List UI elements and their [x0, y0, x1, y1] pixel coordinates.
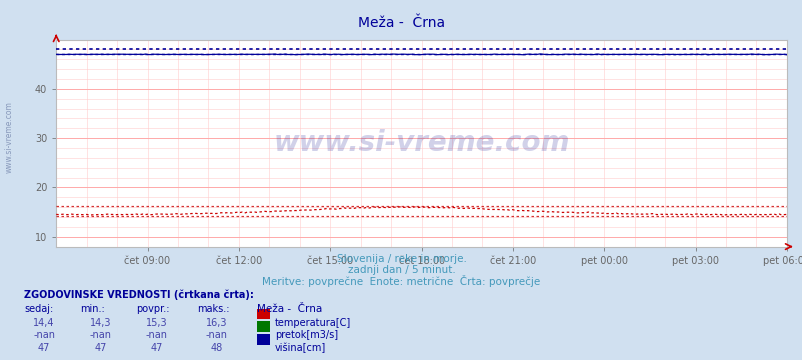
Text: www.si-vreme.com: www.si-vreme.com: [273, 129, 569, 157]
Text: -nan: -nan: [33, 330, 55, 340]
Text: 14,3: 14,3: [90, 318, 111, 328]
Text: 14,4: 14,4: [34, 318, 55, 328]
Text: min.:: min.:: [80, 304, 105, 314]
Text: Meritve: povprečne  Enote: metrične  Črta: povprečje: Meritve: povprečne Enote: metrične Črta:…: [262, 275, 540, 287]
Text: www.si-vreme.com: www.si-vreme.com: [5, 101, 14, 173]
Text: -nan: -nan: [205, 330, 228, 340]
Text: povpr.:: povpr.:: [136, 304, 170, 314]
Text: temperatura[C]: temperatura[C]: [274, 318, 350, 328]
Text: 47: 47: [38, 343, 51, 353]
Text: višina[cm]: višina[cm]: [274, 343, 326, 353]
Text: zadnji dan / 5 minut.: zadnji dan / 5 minut.: [347, 265, 455, 275]
Text: Slovenija / reke in morje.: Slovenija / reke in morje.: [336, 254, 466, 264]
Text: Meža -  Črna: Meža - Črna: [257, 304, 322, 314]
Text: 16,3: 16,3: [206, 318, 227, 328]
Text: 48: 48: [210, 343, 223, 353]
Text: 47: 47: [94, 343, 107, 353]
Text: pretok[m3/s]: pretok[m3/s]: [274, 330, 338, 340]
Text: 47: 47: [150, 343, 163, 353]
Text: maks.:: maks.:: [196, 304, 229, 314]
Text: ZGODOVINSKE VREDNOSTI (črtkana črta):: ZGODOVINSKE VREDNOSTI (črtkana črta):: [24, 290, 253, 300]
Text: 15,3: 15,3: [146, 318, 167, 328]
Text: -nan: -nan: [89, 330, 111, 340]
Text: sedaj:: sedaj:: [24, 304, 53, 314]
Text: -nan: -nan: [145, 330, 168, 340]
Text: Meža -  Črna: Meža - Črna: [358, 16, 444, 30]
